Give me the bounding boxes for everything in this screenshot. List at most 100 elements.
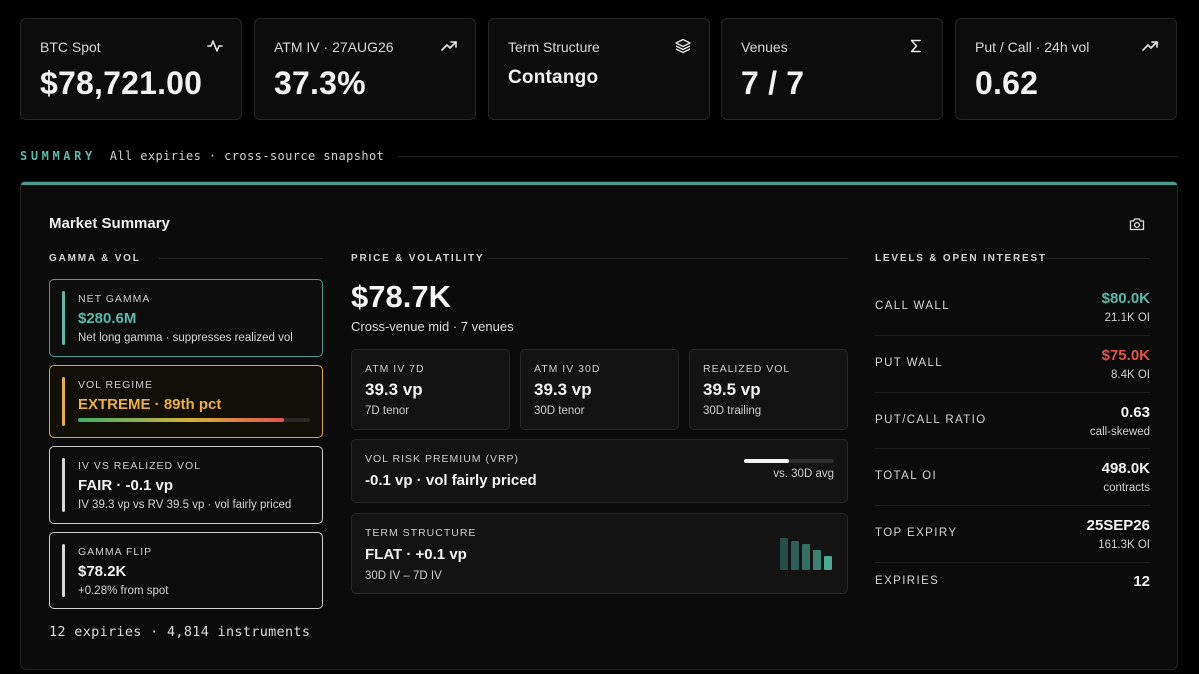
card-title: VOL REGIME [78, 379, 153, 391]
card-title: TERM STRUCTURE [365, 527, 477, 539]
summary-description: All expiries · cross-source snapshot [109, 149, 385, 163]
stat-label: ATM IV · 27AUG26 [274, 39, 394, 55]
level-key: CALL WALL [875, 300, 951, 312]
tile-subtitle: 30D tenor [534, 405, 585, 417]
vrp-value: -0.1 vp · vol fairly priced [365, 472, 537, 489]
section-label-price-vol: PRICE & VOLATILITY [351, 253, 485, 264]
layers-icon [675, 38, 691, 54]
accent-bar [62, 377, 65, 426]
divider [398, 155, 1178, 157]
vrp-meter-fill [744, 459, 789, 463]
trending-up-icon [441, 41, 457, 51]
stat-card-atm-iv: ATM IV · 27AUG26 37.3% [254, 18, 476, 120]
level-row-call-wall: CALL WALL $80.0K 21.1K OI [875, 279, 1150, 336]
vrp-card: VOL RISK PREMIUM (VRP) -0.1 vp · vol fai… [351, 439, 848, 503]
divider [159, 258, 323, 259]
card-subtitle: +0.28% from spot [78, 585, 169, 597]
level-row-put-wall: PUT WALL $75.0K 8.4K OI [875, 336, 1150, 393]
sigma-icon [910, 39, 921, 53]
divider [1045, 258, 1150, 259]
atm-iv-30d-tile: ATM IV 30D 39.3 vp 30D tenor [520, 349, 679, 430]
section-label-gamma-vol: GAMMA & VOL [49, 253, 141, 264]
level-value: 12 [1133, 573, 1150, 590]
level-value: $75.0K [1101, 347, 1150, 364]
term-bar [813, 550, 821, 570]
accent-bar [62, 544, 65, 597]
level-value: 0.63 [1120, 404, 1150, 421]
stat-value: 0.62 [975, 65, 1039, 101]
price-value: $78.7K [351, 279, 451, 314]
tile-value: 39.5 vp [703, 380, 761, 399]
accent-bar [62, 291, 65, 345]
gamma-flip-value: $78.2K [78, 563, 127, 580]
card-subtitle: IV 39.3 vp vs RV 39.5 vp · vol fairly pr… [78, 499, 292, 511]
card-title: IV VS REALIZED VOL [78, 460, 202, 472]
expiries-footer: 12 expiries · 4,814 instruments [49, 624, 311, 640]
tile-subtitle: 7D tenor [365, 405, 410, 417]
term-bar [802, 544, 810, 570]
tile-value: 39.3 vp [365, 380, 423, 399]
market-summary-panel: Market Summary GAMMA & VOL NET GAMMA $28… [20, 181, 1178, 670]
iv-vs-realized-card: IV VS REALIZED VOL FAIR · -0.1 vp IV 39.… [49, 446, 323, 524]
stat-value: $78,721.00 [40, 65, 203, 101]
level-sub: 161.3K OI [1098, 539, 1150, 551]
net-gamma-card: NET GAMMA $280.6M Net long gamma · suppr… [49, 279, 323, 357]
iv-rv-value: FAIR · -0.1 vp [78, 477, 174, 494]
tile-title: ATM IV 7D [365, 363, 425, 375]
term-structure-sparkbars [780, 538, 834, 570]
atm-iv-7d-tile: ATM IV 7D 39.3 vp 7D tenor [351, 349, 510, 430]
level-value: 25SEP26 [1086, 517, 1150, 534]
level-key: TOP EXPIRY [875, 527, 958, 539]
level-sub: 21.1K OI [1104, 312, 1150, 324]
level-row-expiries: EXPIRIES 12 [875, 563, 1150, 603]
price-subtitle: Cross-venue mid · 7 venues [351, 319, 514, 334]
stat-label: Term Structure [508, 39, 600, 55]
level-row-top-expiry: TOP EXPIRY 25SEP26 161.3K OI [875, 506, 1150, 563]
summary-kicker: SUMMARY [20, 149, 96, 163]
divider [487, 258, 848, 259]
level-sub: 8.4K OI [1111, 369, 1150, 381]
card-subtitle: Net long gamma · suppresses realized vol [78, 332, 293, 344]
card-title: GAMMA FLIP [78, 546, 153, 558]
level-value: $80.0K [1101, 290, 1150, 307]
level-value: 498.0K [1101, 460, 1150, 477]
trending-up-icon [1142, 41, 1158, 51]
vol-regime-card: VOL REGIME EXTREME · 89th pct [49, 365, 323, 438]
tile-title: ATM IV 30D [534, 363, 601, 375]
vrp-meter-track [744, 459, 834, 463]
stat-label: Put / Call · 24h vol [975, 39, 1090, 55]
stat-value: 37.3% [274, 65, 366, 101]
percentile-fill [78, 418, 285, 422]
vrp-meter-label: vs. 30D avg [773, 468, 834, 480]
term-structure-value: FLAT · +0.1 vp [365, 546, 467, 563]
gamma-flip-card: GAMMA FLIP $78.2K +0.28% from spot [49, 532, 323, 609]
term-bar [824, 556, 832, 570]
camera-icon[interactable] [1129, 217, 1145, 231]
stat-value: Contango [508, 67, 599, 88]
stat-card-btc-spot: BTC Spot $78,721.00 [20, 18, 242, 120]
level-row-put-call-ratio: PUT/CALL RATIO 0.63 call-skewed [875, 393, 1150, 449]
level-key: PUT WALL [875, 357, 944, 369]
panel-accent-bar [21, 182, 1177, 185]
level-key: TOTAL OI [875, 470, 938, 482]
accent-bar [62, 458, 65, 512]
card-title: VOL RISK PREMIUM (VRP) [365, 453, 520, 465]
tile-value: 39.3 vp [534, 380, 592, 399]
net-gamma-value: $280.6M [78, 310, 137, 327]
stat-card-term-structure: Term Structure Contango [488, 18, 710, 120]
term-bar [791, 541, 799, 570]
level-sub: contracts [1103, 482, 1150, 494]
summary-header: SUMMARY All expiries · cross-source snap… [20, 149, 1178, 163]
card-title: NET GAMMA [78, 293, 151, 305]
stat-card-venues: Venues 7 / 7 [721, 18, 943, 120]
level-key: PUT/CALL RATIO [875, 414, 987, 426]
panel-title: Market Summary [49, 215, 170, 232]
stat-card-put-call: Put / Call · 24h vol 0.62 [955, 18, 1177, 120]
card-subtitle: 30D IV – 7D IV [365, 570, 442, 582]
level-key: EXPIRIES [875, 575, 940, 587]
stat-label: BTC Spot [40, 39, 101, 55]
percentile-track [78, 418, 310, 422]
activity-icon [207, 40, 223, 52]
vol-regime-value: EXTREME · 89th pct [78, 396, 222, 413]
stat-value: 7 / 7 [741, 65, 805, 101]
